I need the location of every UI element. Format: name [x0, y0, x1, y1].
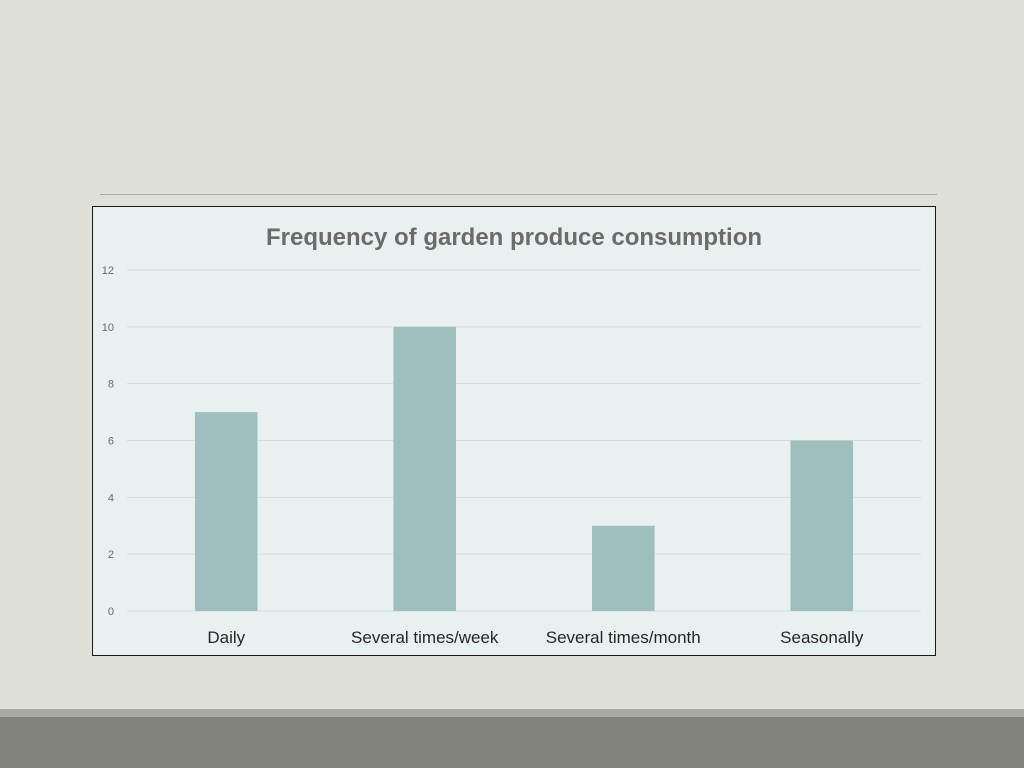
- x-axis-category-labels: Daily Several times/week Several times/mon…: [207, 628, 863, 647]
- x-category-label: Several times/week: [351, 628, 499, 647]
- bar-seasonally: [790, 440, 854, 611]
- y-tick-label: 12: [102, 265, 114, 277]
- divider-line: [100, 194, 937, 195]
- x-category-label: Seasonally: [780, 628, 864, 647]
- x-category-label: Daily: [207, 628, 245, 647]
- bar-several-times-month: [591, 525, 655, 611]
- x-category-label: Several times/month: [546, 628, 701, 647]
- chart-container: Frequency of garden produce consumption …: [92, 206, 936, 656]
- chart-title: Frequency of garden produce consumption: [266, 224, 762, 251]
- y-tick-label: 6: [108, 436, 114, 448]
- y-tick-label: 10: [102, 322, 114, 334]
- gridlines: [127, 269, 921, 612]
- bars: [194, 326, 854, 611]
- y-axis-tick-labels: 0 2 4 6 8 10 12: [102, 265, 114, 618]
- bar-chart: Frequency of garden produce consumption …: [102, 224, 921, 647]
- y-tick-label: 0: [108, 606, 114, 618]
- bar-daily: [194, 412, 258, 611]
- y-tick-label: 2: [108, 549, 114, 561]
- footer-band-light: [0, 709, 1024, 717]
- y-tick-label: 8: [108, 379, 114, 391]
- y-tick-label: 4: [108, 492, 114, 504]
- footer-band-dark: [0, 717, 1024, 768]
- bar-several-times-week: [393, 326, 457, 611]
